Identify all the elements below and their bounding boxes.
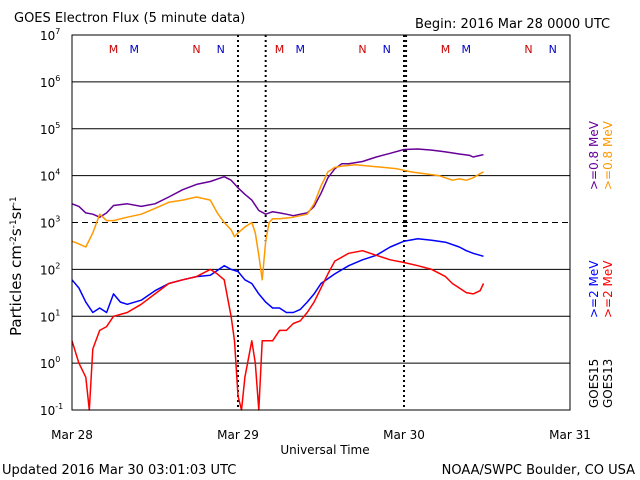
day-marker: M — [462, 43, 472, 56]
day-dividers — [237, 35, 408, 410]
day-marker: N — [192, 43, 200, 56]
x-axis-label: Universal Time — [280, 443, 369, 457]
day-marker: N — [217, 43, 225, 56]
y-tick-label: 102 — [40, 261, 60, 277]
y-tick-label: 100 — [40, 355, 60, 371]
gridlines — [72, 81, 570, 364]
updated-timestamp: Updated 2016 Mar 30 03:01:03 UTC — [2, 463, 236, 478]
credit-label: NOAA/SWPC Boulder, CO USA — [442, 463, 635, 478]
day-marker: N — [383, 43, 391, 56]
day-marker: M — [275, 43, 285, 56]
day-marker: M — [296, 43, 306, 56]
chart-title: GOES Electron Flux (5 minute data) — [14, 11, 245, 26]
y-tick-label: 105 — [40, 121, 60, 137]
day-marker: N — [549, 43, 557, 56]
day-marker: M — [109, 43, 119, 56]
legend-satellite: GOES15 — [587, 359, 601, 408]
x-tick-label: Mar 28 — [51, 428, 93, 442]
legend: >=0.8 MeV >=0.8 MeV >=2 MeV >=2 MeV GOES15 GO… — [587, 120, 615, 408]
y-tick-label: 107 — [40, 27, 60, 43]
begin-time-label: Begin: 2016 Mar 28 0000 UTC — [415, 17, 610, 32]
series-line-4 — [71, 249, 485, 411]
y-axis-label: Particles cm-2s-1sr-1 — [7, 196, 25, 336]
y-tick-labels: 10-1 100 101 102 103 104 105 106 107 — [40, 27, 63, 418]
series-line-1 — [71, 148, 484, 218]
y-tick-label: 104 — [40, 168, 60, 184]
x-tick-label: Mar 29 — [217, 428, 259, 442]
y-tick-label: 101 — [40, 308, 60, 324]
legend-entry: >=2 MeV — [587, 260, 601, 318]
x-tick-label: Mar 30 — [383, 428, 425, 442]
day-marker: M — [130, 43, 140, 56]
day-marker: N — [524, 43, 532, 56]
y-tick-label: 10-1 — [40, 402, 63, 418]
legend-entry: >=0.8 MeV — [601, 120, 615, 190]
day-marker: M — [441, 43, 451, 56]
series-line-3 — [71, 238, 484, 314]
legend-satellite: GOES13 — [601, 359, 615, 408]
plot-frame — [71, 34, 571, 411]
series-lines — [71, 148, 485, 411]
legend-entry: >=0.8 MeV — [587, 120, 601, 190]
series-line-2 — [71, 164, 484, 281]
x-tick-labels: Mar 28 Mar 29 Mar 30 Mar 31 — [51, 428, 591, 442]
x-tick-label: Mar 31 — [549, 428, 591, 442]
day-marker: N — [358, 43, 366, 56]
legend-entry: >=2 MeV — [601, 260, 615, 318]
y-tick-label: 106 — [40, 74, 60, 90]
y-tick-label: 103 — [40, 215, 60, 231]
